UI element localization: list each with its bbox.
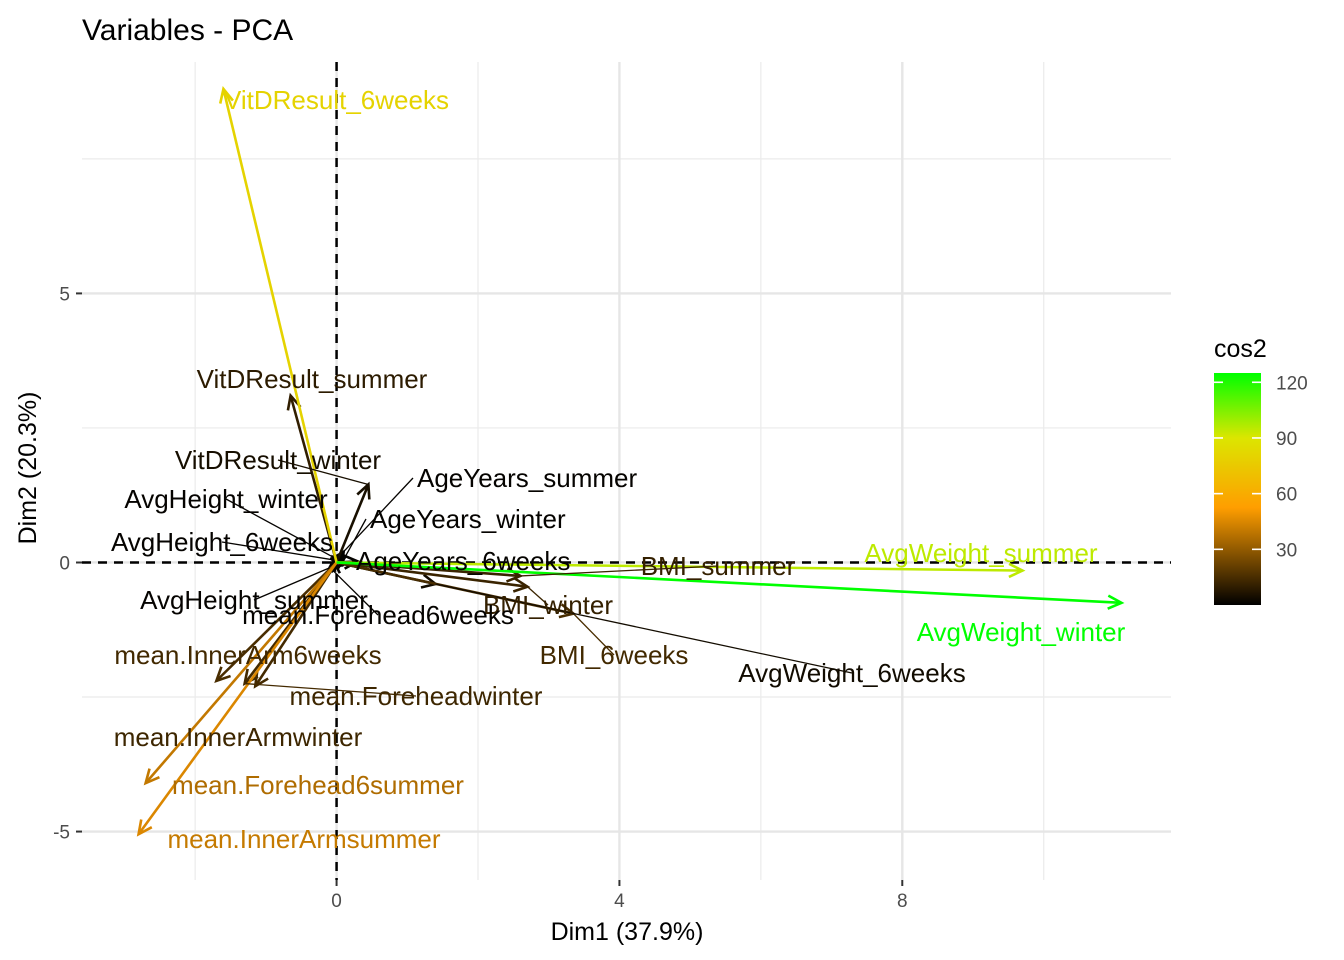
label-BMI_summer: BMI_summer	[641, 551, 796, 581]
arrow-shaft	[336, 561, 1023, 572]
chart-title: Variables - PCA	[82, 14, 293, 47]
leader-BMI_summer	[520, 565, 719, 577]
leader-mean.Forehead6weeks	[332, 570, 379, 616]
label-AvgHeight_6weeks: AvgHeight_6weeks	[111, 527, 333, 557]
arrow-shaft	[137, 561, 338, 836]
label-mean.Forehead6weeks: mean.Forehead6weeks	[242, 600, 514, 630]
y-tick-label: -5	[53, 823, 70, 844]
label-AvgHeight_summer: AvgHeight_summer	[140, 585, 368, 615]
x-axis-title: Dim1 (37.9%)	[551, 918, 704, 946]
reference-lines	[82, 62, 1171, 880]
legend-tick-label: 90	[1276, 429, 1297, 450]
label-AgeYears_winter: AgeYears_winter	[370, 504, 566, 534]
axis-ticks: 0 4 8 -5 0 5	[53, 284, 907, 912]
label-mean.Foreheadwinter: mean.Foreheadwinter	[290, 681, 543, 711]
leader-mean.Foreheadwinter	[244, 682, 417, 697]
leader-AvgWeight_6weeks	[435, 583, 853, 674]
legend-tick-label: 120	[1276, 373, 1308, 394]
leader-VitDResult_winter	[277, 459, 369, 486]
legend-ticks: 30 60 90 120	[1214, 373, 1308, 561]
x-tick-label: 0	[331, 891, 342, 912]
label-mean.InnerArmsummer: mean.InnerArmsummer	[167, 824, 440, 854]
arrow-VitDResult_6weeks	[218, 86, 338, 563]
leader-AvgHeight_winter	[225, 498, 334, 558]
arrow-shaft	[336, 561, 528, 588]
label-VitDResult_6weeks: VitDResult_6weeks	[224, 85, 449, 115]
arrow-AvgWeight_summer	[336, 561, 1026, 579]
label-AvgWeight_summer: AvgWeight_summer	[864, 538, 1097, 568]
x-tick-label: 4	[614, 891, 625, 912]
label-AgeYears_summer: AgeYears_summer	[417, 463, 637, 493]
arrow-head	[218, 86, 234, 104]
arrow-shaft	[215, 561, 338, 682]
y-axis-title: Dim2 (20.3%)	[14, 392, 42, 545]
legend-colorbar	[1214, 373, 1261, 605]
legend-title: cos2	[1214, 335, 1267, 363]
arrow-shaft	[336, 561, 1122, 605]
arrow-head	[1107, 594, 1125, 610]
leader-BMI_winter	[527, 586, 549, 606]
label-BMI_winter: BMI_winter	[483, 590, 613, 620]
arrow-shaft	[222, 88, 338, 563]
arrow-head	[1008, 562, 1026, 579]
arrow-head	[253, 671, 269, 689]
label-mean.InnerArmwinter: mean.InnerArmwinter	[114, 722, 363, 752]
leader-BMI_6weeks	[572, 613, 615, 656]
label-mean.Forehead6summer: mean.Forehead6summer	[172, 770, 464, 800]
variable-labels: VitDResult_6weeks VitDResult_summer VitDRe…	[111, 85, 1126, 854]
legend: cos2 30 60 90 120	[1214, 335, 1308, 605]
leader-AvgHeight_summer	[253, 567, 330, 601]
label-VitDResult_summer: VitDResult_summer	[197, 364, 428, 394]
arrow-head	[136, 819, 153, 837]
label-AgeYears_6weeks: AgeYears_6weeks	[356, 546, 570, 576]
arrow-mean.InnerArm6weeks	[214, 561, 338, 683]
arrow-mean.InnerArmsummer	[136, 561, 338, 837]
label-AvgWeight_winter: AvgWeight_winter	[917, 617, 1126, 647]
label-mean.InnerArm6weeks: mean.InnerArm6weeks	[114, 640, 381, 670]
label-VitDResult_winter: VitDResult_winter	[175, 445, 382, 475]
arrow-head	[214, 666, 231, 683]
y-tick-label: 0	[59, 553, 70, 574]
legend-tick-label: 60	[1276, 485, 1297, 506]
arrow-head	[143, 768, 160, 786]
arrow-shaft	[144, 561, 338, 784]
label-AvgHeight_winter: AvgHeight_winter	[124, 484, 328, 514]
label-AvgWeight_6weeks: AvgWeight_6weeks	[738, 658, 965, 688]
arrow-mean.Forehead6summer	[143, 561, 338, 786]
leader-AvgHeight_6weeks	[221, 541, 334, 561]
y-tick-label: 5	[59, 284, 70, 305]
label-BMI_6weeks: BMI_6weeks	[540, 640, 689, 670]
legend-tick-label: 30	[1276, 540, 1297, 561]
label-leader-lines	[221, 459, 853, 697]
arrow-shaft	[335, 483, 370, 563]
x-tick-label: 8	[897, 891, 908, 912]
leader-AgeYears_winter	[344, 518, 367, 558]
arrow-AvgWeight_winter	[336, 561, 1125, 610]
